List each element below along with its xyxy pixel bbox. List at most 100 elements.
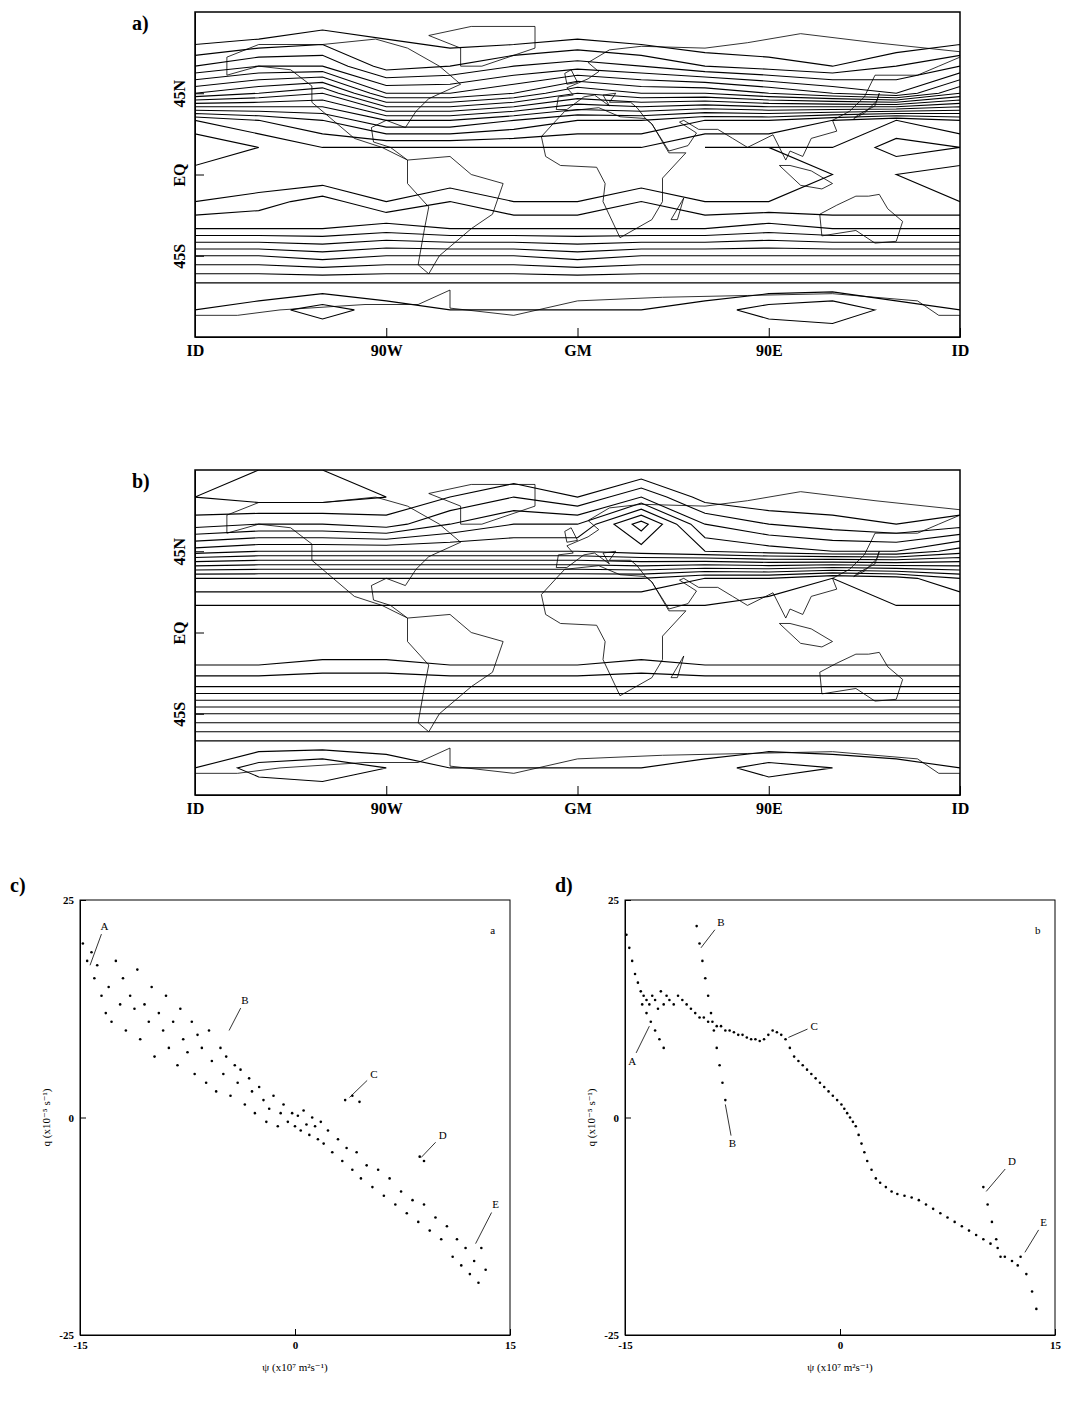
tick: ID xyxy=(952,328,970,359)
tick: 45S xyxy=(171,244,204,269)
data-point xyxy=(750,1038,753,1041)
tick-label: 15 xyxy=(505,1339,517,1351)
contour-line xyxy=(195,114,960,337)
data-point xyxy=(641,1003,644,1006)
contour-line xyxy=(238,759,833,782)
data-point xyxy=(168,1047,171,1050)
figure: ID90WGM90EID45NEQ45Sa)ID90WGM90EID45NEQ4… xyxy=(0,0,1091,1401)
data-point xyxy=(327,1129,330,1132)
data-point xyxy=(331,1151,334,1154)
data-point xyxy=(724,1029,727,1032)
data-point xyxy=(196,1034,199,1037)
data-point xyxy=(704,977,707,980)
leader-line xyxy=(229,1008,241,1030)
data-point xyxy=(715,1047,718,1050)
data-point xyxy=(279,1112,282,1115)
contour-line xyxy=(195,741,960,795)
tick-label: 0 xyxy=(69,1112,75,1124)
data-point xyxy=(191,1021,194,1024)
data-point xyxy=(989,1242,992,1245)
contour-line xyxy=(195,488,960,795)
data-point xyxy=(672,1003,675,1006)
data-point xyxy=(165,994,168,997)
contour-line xyxy=(195,673,960,795)
data-point xyxy=(446,1225,449,1228)
data-point xyxy=(297,1114,300,1117)
tick-label: 45S xyxy=(171,702,188,727)
data-point xyxy=(294,1125,297,1128)
tick-label: GM xyxy=(564,800,592,817)
data-point xyxy=(377,1168,380,1171)
data-point xyxy=(918,1199,921,1202)
tick-mark xyxy=(625,900,631,901)
data-point xyxy=(628,947,631,950)
leader-line xyxy=(636,1026,649,1053)
data-point xyxy=(272,1094,275,1097)
panel-label: c) xyxy=(10,874,26,897)
axis-line xyxy=(196,795,961,796)
data-point xyxy=(789,1047,792,1050)
annotation-label: B xyxy=(241,994,248,1006)
data-point xyxy=(852,1121,855,1124)
data-point xyxy=(314,1125,317,1128)
data-point xyxy=(394,1203,397,1206)
data-point xyxy=(758,1040,761,1043)
data-point xyxy=(846,1112,849,1115)
data-point xyxy=(119,1003,122,1006)
tick-mark xyxy=(510,1329,511,1335)
contour-line xyxy=(195,265,960,337)
annotation-label: C xyxy=(811,1020,818,1032)
coastline xyxy=(854,93,880,118)
annotation-label: D xyxy=(439,1129,447,1141)
contour-line xyxy=(195,118,960,337)
annotation: A xyxy=(627,1054,638,1068)
leader-line xyxy=(788,1029,807,1037)
leader-line xyxy=(1025,1230,1039,1252)
data-point xyxy=(139,1038,142,1041)
data-point xyxy=(115,960,118,963)
tick-mark xyxy=(840,1329,841,1335)
data-point xyxy=(832,1094,835,1097)
data-point xyxy=(645,999,648,1002)
tick: EQ xyxy=(171,621,204,644)
data-point xyxy=(707,994,710,997)
data-point xyxy=(96,964,99,967)
tick-label: 90E xyxy=(756,342,783,359)
data-point xyxy=(784,1038,787,1041)
tick-mark xyxy=(578,328,579,337)
tick-label: ID xyxy=(187,342,205,359)
data-point xyxy=(1004,1255,1007,1258)
data-point xyxy=(162,1029,165,1032)
contour-line xyxy=(195,12,960,337)
annotation: E xyxy=(1039,1215,1049,1229)
axis: -15015 xyxy=(73,1329,516,1351)
annotation-label: C xyxy=(370,1068,377,1080)
contour-line xyxy=(195,515,960,795)
data-point xyxy=(143,1003,146,1006)
tick-mark xyxy=(195,175,204,176)
data-point xyxy=(90,951,93,954)
data-point xyxy=(262,1099,265,1102)
tick-label: ID xyxy=(187,800,205,817)
data-point xyxy=(710,1012,713,1015)
coastline xyxy=(671,656,684,678)
contour-line xyxy=(195,470,960,795)
data-point xyxy=(423,1203,426,1206)
data-point xyxy=(634,973,637,976)
data-point xyxy=(645,1012,648,1015)
data-point xyxy=(193,1073,196,1076)
data-point xyxy=(639,990,642,993)
coastline xyxy=(820,194,903,243)
tick-label: 25 xyxy=(63,894,75,906)
contour-line xyxy=(195,714,960,795)
annotation: D xyxy=(1007,1154,1018,1168)
x-axis-title: ψ (x10⁷ m²s⁻¹) xyxy=(807,1361,873,1374)
contour-line xyxy=(195,723,960,795)
y-axis-title: q (x10⁻⁵ s⁻¹) xyxy=(585,1088,598,1146)
panel-label: a) xyxy=(132,12,149,35)
data-point xyxy=(100,994,103,997)
data-point xyxy=(225,1055,228,1058)
data-point xyxy=(351,1168,354,1171)
tick-label: -15 xyxy=(73,1339,88,1351)
tick-label: ID xyxy=(952,800,970,817)
